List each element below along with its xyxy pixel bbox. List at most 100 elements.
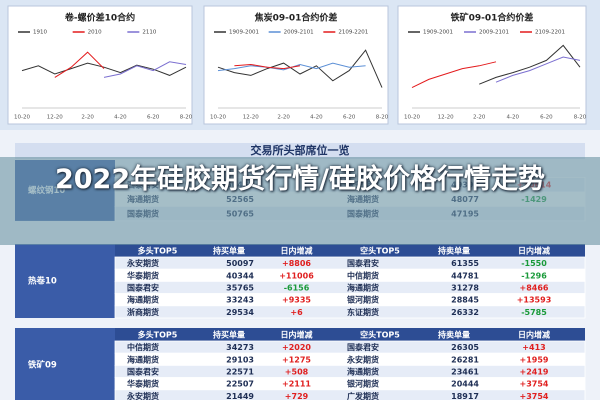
x-tick-label: 8-20 xyxy=(574,115,587,121)
header-cell: 持买单量 xyxy=(213,329,245,339)
change-cell: +11006 xyxy=(279,271,314,280)
name-cell: 永安期货 xyxy=(126,258,159,268)
x-tick-label: 10-20 xyxy=(210,115,226,121)
name-cell: 海通期货 xyxy=(127,354,159,364)
legend-label: 2109-2201 xyxy=(338,30,368,36)
header-cell: 多头TOP5 xyxy=(138,329,178,339)
volume-cell: 29534 xyxy=(226,308,254,317)
legend-label: 1909-2001 xyxy=(229,30,259,36)
legend-label: 2009-2101 xyxy=(284,30,314,36)
series-line xyxy=(495,56,581,83)
volume-cell: 18917 xyxy=(451,392,479,400)
table-title-bar xyxy=(15,143,585,159)
name-cell: 国泰君安 xyxy=(347,258,379,268)
x-tick-label: 12-20 xyxy=(47,115,63,121)
header-row xyxy=(115,328,585,341)
change-cell: +6 xyxy=(290,308,303,317)
header-cell: 空头TOP5 xyxy=(360,245,400,255)
header-cell: 日内增减 xyxy=(281,245,313,255)
volume-cell: 33243 xyxy=(226,296,254,305)
x-tick-label: 8-20 xyxy=(180,115,193,121)
legend-label: 2009-2101 xyxy=(479,30,509,36)
change-cell: +413 xyxy=(522,343,545,352)
change-cell: +1959 xyxy=(520,355,549,364)
volume-cell: 22507 xyxy=(226,380,254,389)
change-cell: +2020 xyxy=(282,343,311,352)
x-tick-label: 10-20 xyxy=(404,115,420,121)
change-cell: +13593 xyxy=(517,296,552,305)
chart-frame xyxy=(203,5,389,125)
chart-title: 铁矿09-01合约价差 xyxy=(451,12,534,24)
overlay-title: 2022年硅胶期货行情/硅胶价格行情走势 xyxy=(54,164,545,195)
name-cell: 银河期货 xyxy=(346,295,379,305)
legend-label: 1909-2001 xyxy=(423,30,453,36)
chart-title: 卷-螺价差10合约 xyxy=(64,12,135,24)
header-cell: 空头TOP5 xyxy=(360,329,400,339)
x-tick-label: 12-20 xyxy=(243,115,259,121)
x-tick-label: 4-20 xyxy=(114,115,127,121)
change-cell: +729 xyxy=(285,392,309,400)
section-label-cell xyxy=(15,244,115,318)
volume-cell: 22571 xyxy=(226,368,254,377)
name-cell: 海通期货 xyxy=(347,283,379,293)
legend-label: 1910 xyxy=(33,30,47,36)
change-cell: -1550 xyxy=(521,259,547,268)
change-cell: -6156 xyxy=(284,284,310,293)
x-tick-label: 2-20 xyxy=(277,115,290,121)
change-cell: +508 xyxy=(285,368,309,377)
volume-cell: 21449 xyxy=(226,392,254,400)
name-cell: 华泰期货 xyxy=(127,270,159,280)
header-row xyxy=(115,244,585,257)
series-line xyxy=(234,63,301,70)
header-cell: 日内增减 xyxy=(281,329,313,339)
header-cell: 持买单量 xyxy=(213,245,245,255)
overlay-band xyxy=(0,157,600,245)
series-line xyxy=(411,61,497,89)
x-tick-label: 6-20 xyxy=(147,115,160,121)
legend-label: 2010 xyxy=(88,30,102,36)
x-tick-label: 4-20 xyxy=(310,115,323,121)
header-cell: 日内增减 xyxy=(518,245,550,255)
x-tick-label: 6-20 xyxy=(343,115,356,121)
name-cell: 广发期货 xyxy=(347,391,379,400)
name-cell: 华泰期货 xyxy=(127,379,159,389)
legend-label: 2109-2201 xyxy=(535,30,565,36)
section-label: 热卷10 xyxy=(28,276,57,287)
volume-cell: 34273 xyxy=(226,343,254,352)
volume-cell: 26305 xyxy=(451,343,479,352)
header-cell: 持卖单量 xyxy=(438,329,470,339)
change-cell: +3754 xyxy=(520,380,549,389)
volume-cell: 20444 xyxy=(451,380,479,389)
x-tick-label: 8-20 xyxy=(376,115,389,121)
change-cell: +9335 xyxy=(282,296,311,305)
change-cell: -1296 xyxy=(521,271,547,280)
x-tick-label: 6-20 xyxy=(540,115,553,121)
volume-cell: 26281 xyxy=(451,355,479,364)
volume-cell: 50097 xyxy=(226,259,254,268)
name-cell: 中信期货 xyxy=(347,270,379,280)
change-cell: +2111 xyxy=(282,380,311,389)
volume-cell: 40344 xyxy=(226,271,254,280)
name-cell: 国泰君安 xyxy=(127,283,159,293)
volume-cell: 26332 xyxy=(451,308,479,317)
table-title: 交易所头部席位一览 xyxy=(251,143,350,157)
name-cell: 国泰君安 xyxy=(127,367,159,377)
name-cell: 永安期货 xyxy=(126,391,159,400)
name-cell: 东证期货 xyxy=(347,307,379,317)
x-tick-label: 4-20 xyxy=(507,115,520,121)
series-line xyxy=(217,49,383,88)
name-cell: 国泰君安 xyxy=(347,342,379,352)
change-cell: +8806 xyxy=(282,259,311,268)
volume-cell: 35765 xyxy=(226,284,254,293)
header-cell: 持卖单量 xyxy=(438,245,470,255)
series-line xyxy=(54,51,105,78)
table-row xyxy=(114,305,586,319)
change-cell: +1275 xyxy=(282,355,311,364)
change-cell: +8466 xyxy=(520,284,549,293)
x-tick-label: 12-20 xyxy=(438,115,454,121)
legend-label: 2110 xyxy=(142,30,156,36)
name-cell: 永安期货 xyxy=(346,354,379,364)
name-cell: 浙商期货 xyxy=(127,307,159,317)
volume-cell: 31278 xyxy=(451,284,479,293)
